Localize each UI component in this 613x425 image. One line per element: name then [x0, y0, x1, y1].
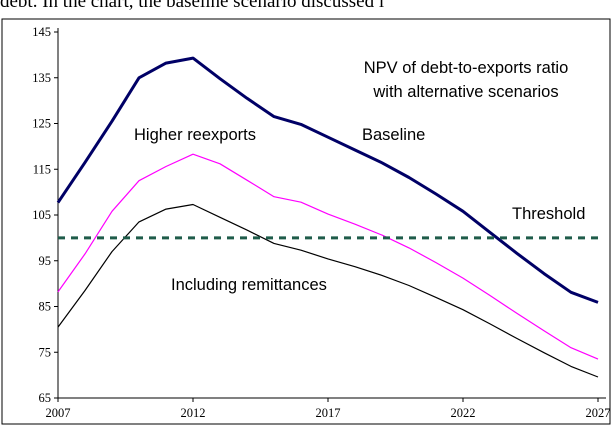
document-text-fragment: debt. In the chart, the baseline scenari… — [0, 0, 385, 12]
x-tick-label: 2027 — [586, 406, 611, 420]
chart-frame — [1, 18, 611, 425]
series-label-higher-reexports: Higher reexports — [134, 126, 256, 144]
series-including-remittances-line — [57, 203, 599, 378]
series-higher-reexports-line — [57, 153, 599, 360]
x-tick-label: 2007 — [46, 406, 71, 420]
x-tick-label: 2017 — [316, 406, 341, 420]
y-tick-label: 145 — [32, 25, 51, 39]
x-tick-label: 2022 — [451, 406, 476, 420]
y-tick-label: 65 — [39, 391, 52, 405]
y-tick-label: 105 — [32, 208, 51, 222]
series-layer — [56, 56, 599, 378]
chart-title-line-2: with alternative scenarios — [372, 83, 558, 101]
series-label-baseline: Baseline — [362, 126, 425, 144]
labels-layer: NPV of debt-to-exports ratio with altern… — [134, 59, 585, 294]
y-tick-label: 75 — [39, 345, 52, 359]
y-tick-label: 135 — [32, 71, 51, 85]
series-baseline-line — [56, 56, 599, 304]
y-tick-label: 115 — [33, 162, 51, 176]
series-label-threshold: Threshold — [512, 205, 585, 223]
axes: 65 75 85 95 105 115 125 135 145 2007 2012 2017 2022 2… — [32, 25, 610, 420]
y-tick-label: 125 — [32, 117, 51, 131]
series-label-including-remittances: Including remittances — [171, 276, 327, 294]
y-tick-label: 95 — [39, 254, 52, 268]
y-tick-label: 85 — [39, 300, 52, 314]
chart-title-line-1: NPV of debt-to-exports ratio — [364, 59, 569, 77]
x-tick-label: 2012 — [181, 406, 206, 420]
